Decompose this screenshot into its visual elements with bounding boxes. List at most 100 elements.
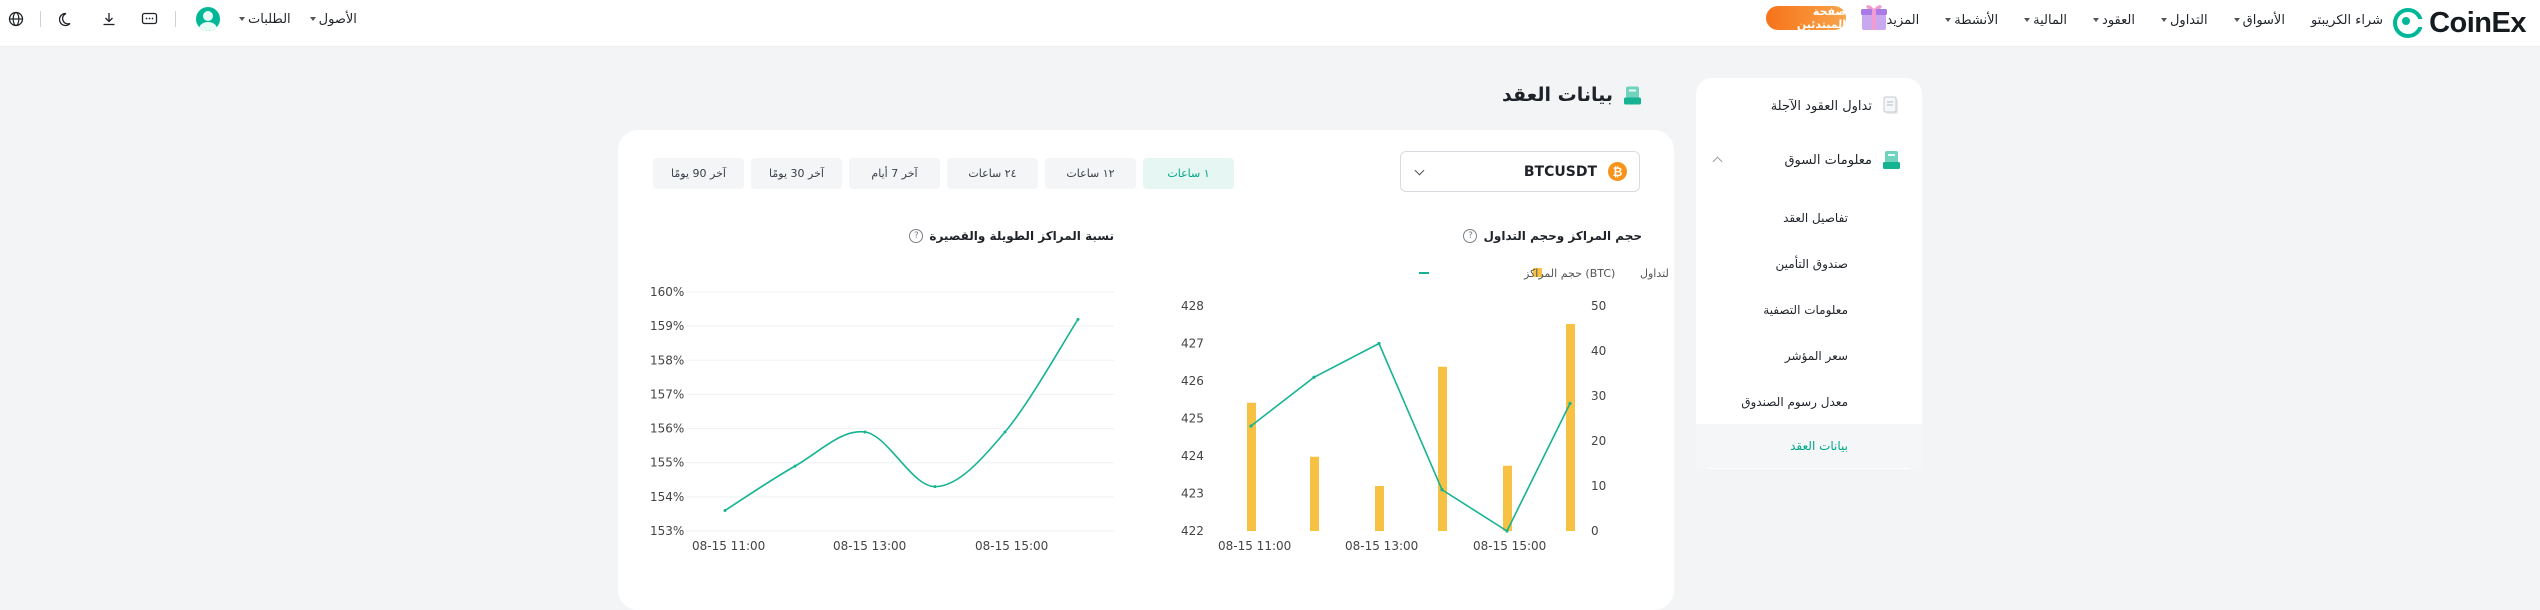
y-left-tick-label: 428 <box>1181 299 1204 313</box>
gift-icon <box>1861 5 1887 30</box>
legend-label-volume: (BTC) حجم التداول <box>1640 267 1668 280</box>
y-tick-label: 157% <box>650 387 684 401</box>
position-point <box>1505 529 1509 533</box>
main-nav: شراء الكريبتو الأسواق التداول العقود الم… <box>1852 0 2383 40</box>
sidebar-item-futures-trading[interactable]: تداول العقود الآجلة <box>1696 92 1922 120</box>
volume-bar <box>1503 465 1512 531</box>
range-tab-30d[interactable]: آخر 30 يومًا <box>751 158 842 189</box>
coinex-logo[interactable]: CoinEx <box>2393 5 2526 41</box>
position-line <box>1250 342 1571 533</box>
y-right-tick-label: 0 <box>1591 524 1599 538</box>
y-right-tick-label: 20 <box>1591 434 1606 448</box>
caret-down-icon <box>2233 18 2240 22</box>
y-tick-label: 156% <box>650 422 684 436</box>
long-short-ratio-line <box>724 318 1079 512</box>
y-tick-label: 154% <box>650 490 684 504</box>
header-tools: الطلبات الأصول <box>0 0 357 38</box>
sidebar-item-insurance-fund[interactable]: صندوق التأمين <box>1775 257 1848 271</box>
y-right-tick-label: 30 <box>1591 389 1606 403</box>
time-range-tabs: آخر 90 يومًا آخر 30 يومًا آخر 7 أيام ٢٤ … <box>653 158 1241 189</box>
caret-down-icon <box>309 17 316 21</box>
divider <box>40 11 41 27</box>
y-left-tick-label: 427 <box>1181 337 1204 351</box>
brand-name: CoinEx <box>2429 6 2526 39</box>
ratio-point <box>1076 317 1080 321</box>
y-left-tick-label: 422 <box>1181 524 1204 538</box>
sidebar: تداول العقود الآجلة معلومات السوق تفاصيل… <box>1696 78 1922 469</box>
y-tick-label: 160% <box>650 285 684 299</box>
beginner-page-button[interactable]: صفحة المبتدئين <box>1766 5 1846 31</box>
caret-down-icon <box>2160 18 2167 22</box>
position-volume-chart-title: حجم المراكز وحجم التداول? <box>1463 229 1642 243</box>
contract-data-icon <box>1624 86 1641 104</box>
chevron-up-icon <box>1712 156 1723 167</box>
download-icon[interactable] <box>99 9 119 29</box>
x-tick-label: 08-15 13:00 <box>833 539 906 553</box>
assets-menu[interactable]: الأصول <box>309 12 357 27</box>
divider <box>175 11 176 27</box>
chart-legend: (BTC) حجم التداول (BTC) حجم المراكز <box>1419 267 1668 280</box>
legend-label-position: (BTC) حجم المراكز <box>1523 267 1615 280</box>
nav-futures[interactable]: العقود <box>2093 13 2135 28</box>
y-left-tick-label: 423 <box>1181 487 1204 501</box>
y-tick-label: 158% <box>650 353 684 367</box>
x-tick-label: 08-15 11:00 <box>1218 539 1291 553</box>
nav-trade[interactable]: التداول <box>2160 13 2208 28</box>
range-tab-1h[interactable]: ١ ساعات <box>1143 158 1234 189</box>
volume-bar <box>1566 324 1575 531</box>
avatar[interactable] <box>196 7 220 31</box>
sidebar-item-index-price[interactable]: سعر المؤشر <box>1784 349 1848 363</box>
ratio-point <box>723 509 727 513</box>
sidebar-item-contract-data[interactable]: بيانات العقد <box>1696 424 1922 468</box>
y-left-tick-label: 424 <box>1181 449 1204 463</box>
sidebar-item-market-info[interactable]: معلومات السوق <box>1696 146 1922 174</box>
sidebar-item-liquidation-info[interactable]: معلومات التصفية <box>1763 303 1848 317</box>
document-icon <box>1883 96 1898 114</box>
y-left-tick-label: 425 <box>1181 412 1204 426</box>
help-icon[interactable]: ? <box>909 229 924 243</box>
long-short-chart-title: نسبة المراكز الطويلة والقصيرة? <box>909 229 1114 243</box>
nav-markets[interactable]: الأسواق <box>2233 13 2285 28</box>
x-tick-label: 08-15 13:00 <box>1345 539 1418 553</box>
coinex-logo-icon <box>2393 8 2425 38</box>
y-tick-label: 153% <box>650 524 684 538</box>
btc-coin-icon: ₿ <box>1608 162 1627 181</box>
caret-down-icon <box>2024 18 2031 22</box>
sidebar-item-contract-details[interactable]: تفاصيل العقد <box>1783 211 1848 225</box>
nav-activities[interactable]: الأنشطة <box>1945 13 1998 28</box>
range-tab-7d[interactable]: آخر 7 أيام <box>849 158 940 189</box>
globe-icon[interactable] <box>6 9 26 29</box>
ratio-point <box>933 485 937 489</box>
help-icon[interactable]: ? <box>1463 229 1478 243</box>
message-icon[interactable] <box>139 9 159 29</box>
position-point <box>1440 488 1444 492</box>
legend-swatch-volume <box>1533 268 1542 277</box>
caret-down-icon <box>1945 18 1952 22</box>
range-tab-12h[interactable]: ١٢ ساعات <box>1045 158 1136 189</box>
ratio-point <box>863 430 867 434</box>
nav-buy-crypto[interactable]: شراء الكريبتو <box>2310 12 2383 28</box>
ratio-point <box>1003 430 1007 434</box>
y-right-tick-label: 40 <box>1591 344 1606 358</box>
nav-finance[interactable]: المالية <box>2024 13 2067 28</box>
range-tab-90d[interactable]: آخر 90 يومًا <box>653 158 744 189</box>
range-tab-24h[interactable]: ٢٤ ساعات <box>947 158 1038 189</box>
position-point <box>1568 401 1572 406</box>
caret-down-icon <box>2093 18 2100 22</box>
caret-down-icon <box>239 17 245 21</box>
symbol-value: BTCUSDT <box>1523 163 1597 180</box>
sidebar-item-funding-rate[interactable]: معدل رسوم الصندوق <box>1741 395 1848 409</box>
symbol-select[interactable]: ₿ BTCUSDT <box>1400 151 1640 192</box>
ratio-point <box>793 464 797 468</box>
position-volume-chart: (BTC) حجم التداول (BTC) حجم المراكز 422 4… <box>1181 267 1668 553</box>
y-right-tick-label: 10 <box>1591 479 1606 493</box>
volume-bar <box>1438 366 1447 531</box>
contract-data-card: ₿ BTCUSDT آخر 90 يومًا آخر 30 يومًا آخر … <box>618 130 1674 610</box>
x-tick-label: 08-15 15:00 <box>975 539 1048 553</box>
top-header: CoinEx شراء الكريبتو الأسواق التداول الع… <box>0 0 2540 47</box>
orders-menu[interactable]: الطلبات <box>239 12 291 27</box>
y-tick-label: 155% <box>650 456 684 470</box>
theme-moon-icon[interactable] <box>57 9 77 29</box>
page-title: بيانات العقد <box>1502 84 1641 106</box>
market-info-icon <box>1883 151 1900 169</box>
